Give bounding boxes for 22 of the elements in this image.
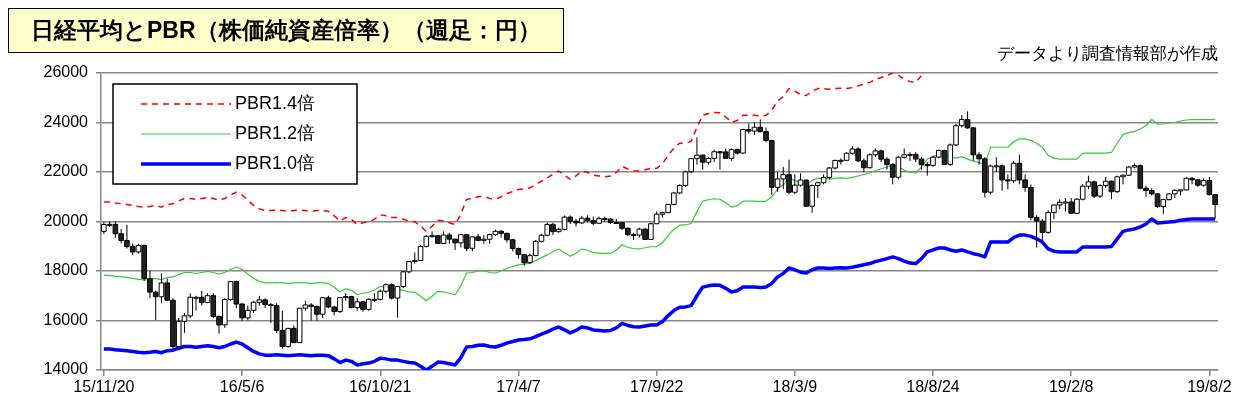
y-tick-label: 26000 <box>43 63 89 81</box>
x-tick-label: 16/10/21 <box>349 378 412 396</box>
y-tick-label: 16000 <box>43 310 89 328</box>
chart-title: 日経平均とPBR（株価純資産倍率）（週足：円） <box>8 8 564 53</box>
legend-label: PBR1.2倍 <box>235 122 316 143</box>
y-tick-label: 14000 <box>43 360 89 378</box>
text: データより調査情報部が作成 <box>997 43 1218 65</box>
x-tick-label: 15/11/20 <box>73 378 135 396</box>
x-tick-label: 18/3/9 <box>772 378 818 396</box>
y-tick-label: 22000 <box>43 162 89 180</box>
y-tick-label: 20000 <box>43 211 89 229</box>
x-tick-label: 19/8/2 <box>1187 378 1232 396</box>
line-series <box>103 73 923 233</box>
x-tick-label: 16/5/6 <box>219 378 265 396</box>
y-tick-label: 18000 <box>43 261 89 279</box>
x-tick-label: 17/9/22 <box>629 378 684 396</box>
legend-label: PBR1.4倍 <box>235 92 316 113</box>
legend-label: PBR1.0倍 <box>235 152 316 173</box>
y-tick-label: 24000 <box>43 112 89 130</box>
x-tick-label: 17/4/7 <box>496 378 541 396</box>
x-tick-label: 19/2/8 <box>1048 378 1094 396</box>
x-tick-label: 18/8/24 <box>906 378 960 396</box>
